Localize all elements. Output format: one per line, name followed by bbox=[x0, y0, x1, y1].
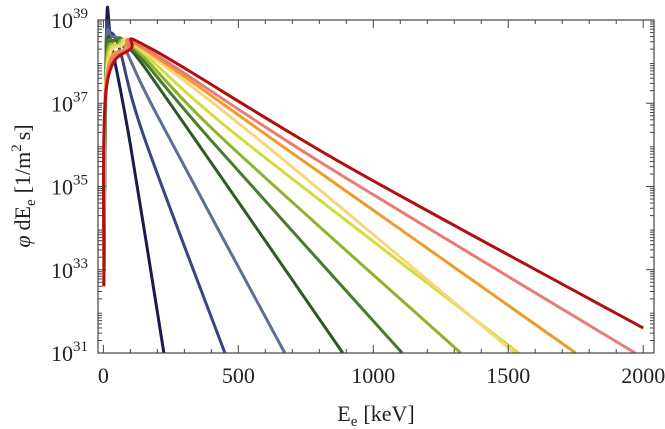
y-tick-label: 1039 bbox=[51, 6, 88, 33]
x-tick-label: 0 bbox=[98, 363, 109, 388]
x-tick-label: 500 bbox=[222, 363, 255, 388]
x-axis-label: Ee [keV] bbox=[337, 401, 414, 429]
y-tick-label: 1037 bbox=[51, 89, 89, 116]
ticks-layer: 0 500 1000 1500 2000 1031 1033 1035 1037 1039 bbox=[51, 6, 665, 388]
y-axis-label: φdEe[1/m2s] bbox=[9, 124, 39, 247]
x-tick-label: 1500 bbox=[486, 363, 530, 388]
x-tick-label: 2000 bbox=[621, 363, 665, 388]
series-line-11 bbox=[102, 37, 644, 330]
series-layer bbox=[102, 5, 644, 355]
y-tick-label: 1033 bbox=[51, 256, 88, 283]
y-tick-label: 1031 bbox=[51, 339, 88, 366]
x-tick-label: 1000 bbox=[351, 363, 395, 388]
y-tick-label: 1035 bbox=[51, 173, 88, 200]
